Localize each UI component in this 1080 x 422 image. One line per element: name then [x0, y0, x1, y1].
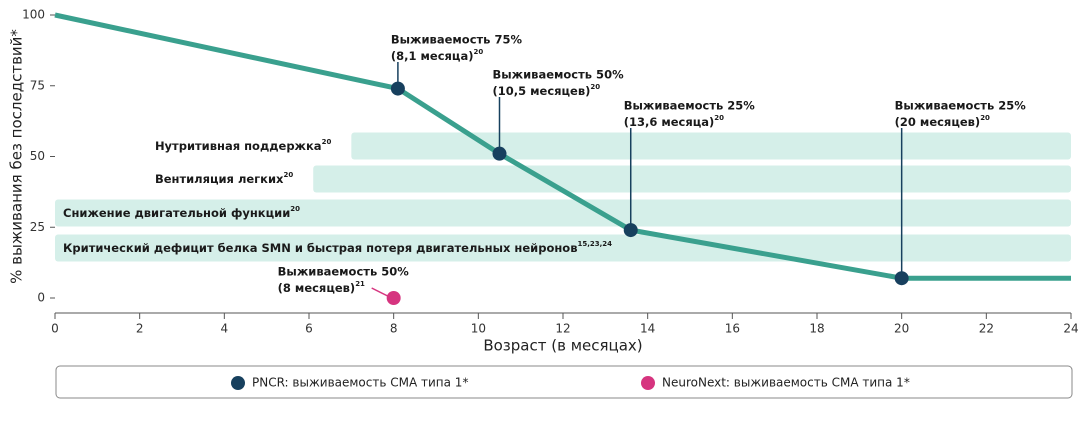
point	[492, 146, 507, 161]
y-tick-label: 75	[30, 78, 45, 92]
annotation-main: (13,6 месяца)	[624, 115, 715, 129]
line	[54, 12, 1071, 281]
band	[351, 132, 1071, 160]
band-label: Нутритивная поддержка20	[155, 138, 332, 153]
annotation-sup: 21	[355, 280, 365, 288]
band	[313, 165, 1071, 193]
annotation-sup: 20	[980, 114, 990, 122]
annotation: Выживаемость 25%	[895, 99, 1027, 113]
y-tick-label: 50	[30, 149, 45, 163]
band-label-sup: 20	[290, 205, 300, 213]
annotation: Выживаемость 25%	[624, 99, 756, 113]
legend-marker	[231, 376, 245, 390]
band-label: Критический дефицит белка SMN и быстрая …	[63, 240, 612, 255]
band-label-sup: 20	[322, 138, 332, 146]
band-label-sup: 15,23,24	[578, 240, 613, 248]
band	[55, 234, 1071, 262]
annotation: (20 месяцев)20	[895, 114, 990, 129]
annotation: (10,5 месяцев)20	[493, 83, 601, 98]
band-label-main: Нутритивная поддержка	[155, 139, 322, 153]
annotation-main: (10,5 месяцев)	[493, 84, 591, 98]
band-label-main: Снижение двигательной функции	[63, 206, 290, 220]
x-tick-label: 2	[136, 322, 144, 336]
annotation-sup: 20	[714, 114, 724, 122]
x-tick-label: 16	[725, 322, 740, 336]
point	[894, 271, 909, 286]
leader-line	[371, 287, 389, 297]
band-label: Снижение двигательной функции20	[63, 205, 300, 220]
x-tick-label: 24	[1063, 322, 1078, 336]
legend-box	[55, 365, 1073, 399]
x-axis-title: Возраст (в месяцах)	[483, 337, 642, 355]
y-tick-label: 100	[22, 8, 45, 22]
x-tick-label: 4	[221, 322, 229, 336]
annotation-main: (8,1 месяца)	[391, 49, 474, 63]
annotation: (8,1 месяца)20	[391, 48, 483, 63]
annotation: (13,6 месяца)20	[624, 114, 724, 129]
x-tick-label: 12	[555, 322, 570, 336]
x-tick-label: 8	[390, 322, 398, 336]
band-label-main: Вентиляция легких	[155, 172, 284, 186]
annotation: (8 месяцев)21	[278, 280, 365, 295]
annotation-sup: 20	[473, 48, 483, 56]
x-tick-label: 18	[809, 322, 824, 336]
point	[390, 81, 405, 96]
x-tick-label: 0	[51, 322, 59, 336]
annotation: Выживаемость 50%	[278, 265, 410, 279]
annotation: Выживаемость 50%	[493, 68, 625, 82]
band	[55, 199, 1071, 227]
y-tick-label: 25	[30, 220, 45, 234]
annotation-main: (20 месяцев)	[895, 115, 981, 129]
point	[623, 223, 638, 238]
x-tick-label: 14	[640, 322, 655, 336]
band-label-sup: 20	[283, 171, 293, 179]
x-tick-label: 20	[894, 322, 909, 336]
y-axis-title: % выживания без последствий*	[8, 29, 26, 284]
x-tick-label: 10	[471, 322, 486, 336]
annotation-main: (8 месяцев)	[278, 281, 356, 295]
legend-label: PNCR: выживаемость СМА типа 1*	[252, 376, 468, 390]
annotation-sup: 20	[590, 83, 600, 91]
legend-marker	[641, 376, 655, 390]
x-tick-label: 6	[305, 322, 313, 336]
y-tick-label: 0	[37, 291, 45, 305]
band-label: Вентиляция легких20	[155, 171, 293, 186]
point	[386, 291, 401, 305]
annotation: Выживаемость 75%	[391, 33, 523, 47]
x-tick-label: 22	[979, 322, 994, 336]
band-label-main: Критический дефицит белка SMN и быстрая …	[63, 241, 578, 255]
legend-label: NeuroNext: выживаемость СМА типа 1*	[662, 376, 910, 390]
